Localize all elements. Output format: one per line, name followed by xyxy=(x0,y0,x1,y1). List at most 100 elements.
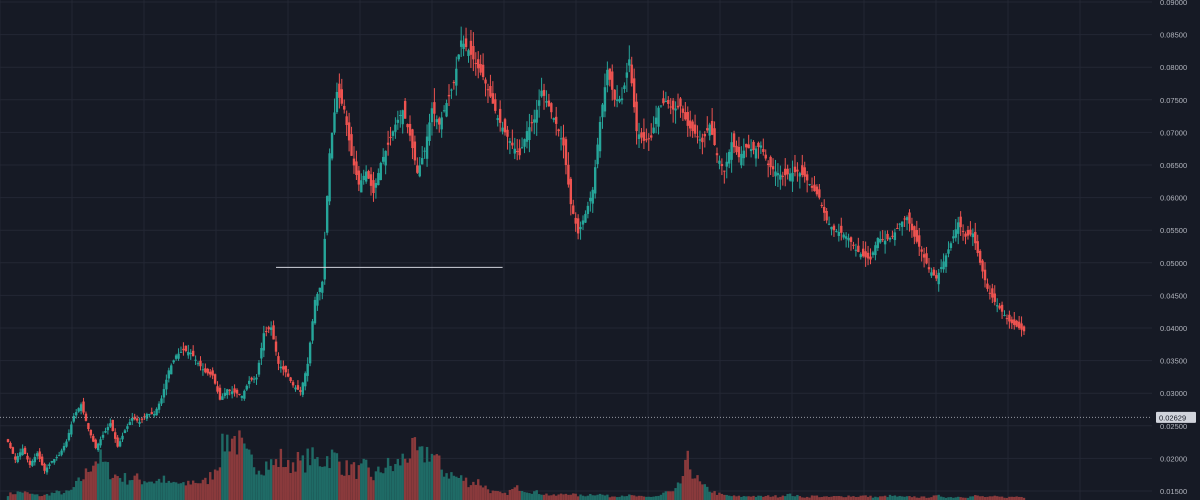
volume-bar xyxy=(167,480,171,500)
volume-bar xyxy=(131,480,134,500)
candle-up xyxy=(593,159,597,199)
volume-bar xyxy=(413,437,417,500)
candle-up xyxy=(196,361,200,367)
candle-body xyxy=(664,101,668,103)
candle-body xyxy=(1000,304,1004,312)
candle-body xyxy=(957,222,960,234)
candle-body xyxy=(620,98,624,101)
candle-up xyxy=(944,253,948,273)
candle-body xyxy=(732,133,736,148)
candle-body xyxy=(640,132,643,138)
candle-body xyxy=(118,441,122,447)
candle-down xyxy=(691,119,694,138)
candle-down xyxy=(647,133,650,151)
candle-body xyxy=(45,467,49,473)
volume-bar xyxy=(540,494,543,500)
candle-body xyxy=(981,260,984,272)
candle-body xyxy=(920,249,923,252)
volume-bar xyxy=(576,496,580,500)
volume-bar xyxy=(654,496,658,500)
volume-bar xyxy=(77,477,80,500)
volume-bar xyxy=(257,470,261,500)
volume-bar xyxy=(165,482,168,500)
volume-bar xyxy=(513,487,516,500)
candle-body xyxy=(423,150,426,152)
candle-body xyxy=(114,432,117,439)
candle-down xyxy=(1015,319,1018,328)
candle-up xyxy=(749,139,753,158)
volume-bar xyxy=(133,475,136,500)
volume-bar xyxy=(379,472,382,500)
candle-up xyxy=(335,82,339,114)
candle-up xyxy=(333,98,336,135)
candle-down xyxy=(840,217,843,241)
candle-down xyxy=(489,74,492,99)
volume-bar xyxy=(389,465,392,500)
candle-body xyxy=(606,69,609,86)
candle-body xyxy=(418,165,421,177)
candle-down xyxy=(922,247,926,268)
candle-body xyxy=(776,173,780,176)
volume-bar xyxy=(584,496,587,500)
volume-bar xyxy=(593,495,597,500)
volume-bar xyxy=(537,494,541,500)
candle-body xyxy=(684,112,687,120)
candle-down xyxy=(403,98,407,119)
candle-body xyxy=(993,293,996,302)
volume-bar xyxy=(971,496,975,500)
candle-body xyxy=(177,353,180,359)
candle-body xyxy=(842,234,845,238)
candle-body xyxy=(713,128,716,146)
volume-bar xyxy=(615,497,619,500)
candle-body xyxy=(274,341,278,352)
candle-up xyxy=(170,363,173,375)
candle-body xyxy=(262,333,266,351)
candle-down xyxy=(433,88,436,127)
volume-bar xyxy=(555,495,558,500)
candle-up xyxy=(31,459,34,467)
y-tick-label: 0.02000 xyxy=(1160,454,1187,463)
candle-body xyxy=(1008,314,1011,322)
candle-up xyxy=(559,126,563,151)
volume-bar xyxy=(335,453,339,500)
candle-body xyxy=(420,158,424,165)
volume-bar xyxy=(628,494,631,500)
candle-body xyxy=(820,205,823,207)
candle-body xyxy=(204,368,207,373)
candle-body xyxy=(796,169,799,172)
volume-bar xyxy=(6,496,10,500)
candle-body xyxy=(340,89,343,104)
candle-body xyxy=(537,100,541,106)
volume-bar xyxy=(528,493,531,500)
volume-bar xyxy=(235,454,239,500)
candle-body xyxy=(99,439,102,446)
volume-bar xyxy=(849,496,853,500)
candle-body xyxy=(189,352,192,355)
candle-up xyxy=(435,115,439,130)
candle-down xyxy=(518,139,521,160)
volume-bar xyxy=(123,473,127,500)
candle-body xyxy=(988,292,992,294)
candle-body xyxy=(152,414,156,416)
candle-up xyxy=(774,159,777,186)
volume-bar xyxy=(669,491,672,500)
candle-down xyxy=(516,139,519,161)
volume-bar xyxy=(689,469,692,500)
candle-body xyxy=(572,205,575,214)
candle-body xyxy=(939,267,943,269)
candle-body xyxy=(754,148,758,159)
volume-bar xyxy=(581,495,585,500)
candle-up xyxy=(759,141,763,154)
candle-body xyxy=(681,108,685,113)
candle-up xyxy=(279,360,283,373)
volume-bar xyxy=(823,496,826,500)
volume-bar xyxy=(89,471,93,500)
y-tick-label: 0.06000 xyxy=(1160,194,1187,203)
candle-down xyxy=(662,90,665,106)
candle-up xyxy=(96,442,100,452)
candle-down xyxy=(679,96,682,118)
volume-bar xyxy=(511,488,514,500)
candle-body xyxy=(82,401,85,413)
